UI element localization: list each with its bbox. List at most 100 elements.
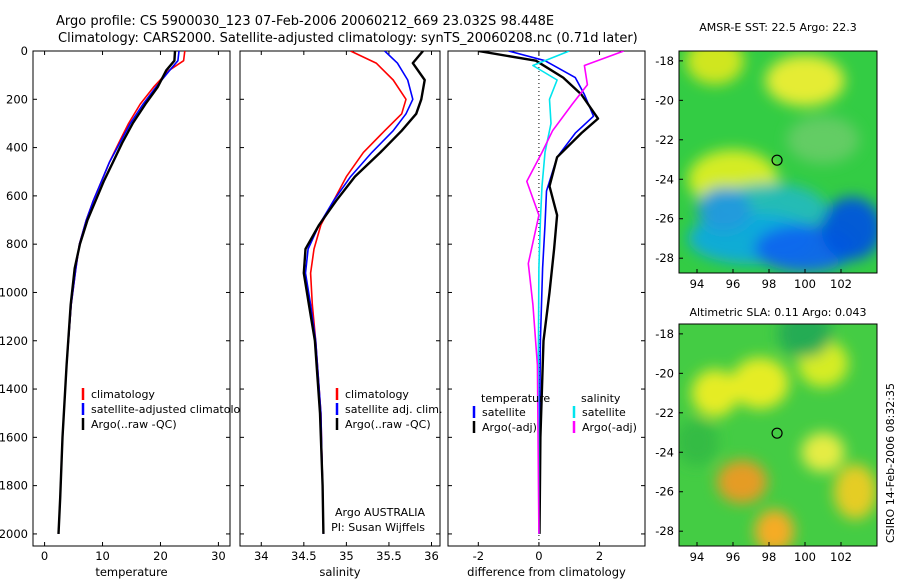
map-lon-label: 100 bbox=[794, 550, 816, 564]
x-axis-label: temperature bbox=[95, 565, 167, 579]
sla-map: 94 96 98 100 102 -18 -20 -22 -24 -26 -28 bbox=[655, 323, 878, 564]
map-lon-label: 98 bbox=[762, 550, 777, 564]
sst-map-title: AMSR-E SST: 22.5 Argo: 22.3 bbox=[699, 21, 857, 34]
map-color-patch bbox=[716, 460, 768, 504]
sst-map: 94 96 98 100 102 -18 -20 -22 -24 -26 -28 bbox=[655, 50, 878, 291]
map-color-patch bbox=[697, 187, 751, 231]
map-lon-label: 100 bbox=[794, 277, 816, 291]
argo-provider-label: Argo AUSTRALIA bbox=[335, 506, 425, 519]
argo-pi-label: PI: Susan Wijffels bbox=[331, 521, 425, 534]
map-lat-label: -18 bbox=[655, 54, 674, 68]
y-tick-label: 1000 bbox=[0, 285, 28, 299]
map-lat-label: -24 bbox=[655, 172, 674, 186]
map-color-patch bbox=[686, 51, 744, 85]
map-lat-label: -20 bbox=[655, 93, 674, 107]
map-color-patch bbox=[778, 324, 832, 358]
x-axis-label: salinity bbox=[319, 565, 360, 579]
map-color-patch bbox=[731, 357, 789, 409]
map-lat-label: -26 bbox=[655, 212, 674, 226]
map-color-patch bbox=[787, 116, 859, 164]
plot-frame bbox=[32, 50, 231, 547]
map-color-patch bbox=[754, 509, 795, 546]
map-lat-label: -18 bbox=[655, 327, 674, 341]
y-tick-label: 1600 bbox=[0, 430, 28, 444]
figure-title-line2: Climatology: CARS2000. Satellite-adjuste… bbox=[58, 31, 638, 46]
y-tick-label: 2000 bbox=[0, 527, 28, 541]
figure-title-line1: Argo profile: CS 5900030_123 07-Feb-2006… bbox=[56, 14, 554, 29]
csiro-timestamp: CSIRO 14-Feb-2006 08:32:35 bbox=[884, 383, 897, 543]
x-tick-label: 30 bbox=[211, 549, 226, 563]
map-lat-label: -28 bbox=[655, 524, 674, 538]
map-lon-label: 102 bbox=[830, 550, 852, 564]
map-color-patch bbox=[765, 54, 845, 107]
x-tick-label: 34 bbox=[254, 549, 269, 563]
map-frame bbox=[678, 50, 878, 274]
map-color-patch bbox=[801, 432, 845, 472]
difference-profile-panel: -2 0 2 difference from climatology temperatu… bbox=[447, 50, 646, 579]
map-lon-label: 94 bbox=[690, 550, 705, 564]
sla-map-title: Altimetric SLA: 0.11 Argo: 0.043 bbox=[689, 306, 866, 319]
map-lat-label: -24 bbox=[655, 445, 674, 459]
map-color-patch bbox=[833, 464, 877, 520]
legend-label: satellite-adjusted climatology bbox=[91, 403, 254, 416]
map-lon-label: 96 bbox=[726, 277, 741, 291]
map-color-patch bbox=[691, 369, 739, 417]
map-lon-label: 94 bbox=[690, 277, 705, 291]
y-tick-label: 1800 bbox=[0, 479, 28, 493]
x-tick-label: 20 bbox=[153, 549, 168, 563]
series-line-argo-raw-qc- bbox=[302, 51, 426, 534]
legend-label: Argo(..raw -QC) bbox=[91, 418, 177, 431]
x-tick-label: 35 bbox=[339, 549, 354, 563]
map-field bbox=[679, 324, 877, 546]
argo-float-marker bbox=[771, 427, 783, 439]
legend-label: climatology bbox=[345, 388, 409, 401]
series-line-salinity-argo-adj- bbox=[525, 51, 625, 534]
legend-label: climatology bbox=[91, 388, 155, 401]
map-frame bbox=[678, 323, 878, 547]
map-field bbox=[679, 51, 877, 273]
y-tick-label: 1400 bbox=[0, 382, 28, 396]
map-color-patch bbox=[679, 418, 719, 467]
legend-title-temperature: temperature bbox=[481, 392, 550, 405]
map-lon-label: 102 bbox=[830, 277, 852, 291]
x-tick-label: -2 bbox=[473, 549, 484, 563]
plot-frame bbox=[239, 50, 441, 547]
temperature-profile-panel: 0 10 20 30 0 200 400 600 800 1000 1200 1400 1600 1800… bbox=[0, 44, 254, 579]
map-color-patch bbox=[821, 197, 877, 261]
y-tick-label: 600 bbox=[6, 189, 28, 203]
argo-float-marker bbox=[771, 154, 783, 166]
series-line-argo-raw-qc- bbox=[57, 51, 177, 534]
y-tick-label: 400 bbox=[6, 141, 28, 155]
map-lat-label: -22 bbox=[655, 133, 674, 147]
map-lon-label: 96 bbox=[726, 550, 741, 564]
x-tick-label: 35.5 bbox=[376, 549, 402, 563]
legend-title-salinity: salinity bbox=[581, 392, 621, 405]
legend-label: satellite adj. clim. bbox=[345, 403, 442, 416]
legend-label: Argo(-adj) bbox=[582, 421, 637, 434]
y-tick-label: 1200 bbox=[0, 334, 28, 348]
legend-label: Argo(-adj) bbox=[482, 421, 537, 434]
x-axis-label: difference from climatology bbox=[467, 565, 626, 579]
series-line-salinity-satellite bbox=[532, 51, 570, 534]
y-tick-label: 200 bbox=[6, 92, 28, 106]
map-lat-label: -20 bbox=[655, 366, 674, 380]
x-tick-label: 0 bbox=[535, 549, 542, 563]
x-tick-label: 34.5 bbox=[291, 549, 317, 563]
map-lat-label: -22 bbox=[655, 406, 674, 420]
map-lon-label: 98 bbox=[762, 277, 777, 291]
legend-label: satellite bbox=[482, 406, 526, 419]
x-tick-label: 2 bbox=[596, 549, 603, 563]
x-tick-label: 0 bbox=[41, 549, 48, 563]
legend-label: Argo(..raw -QC) bbox=[345, 418, 431, 431]
map-lat-label: -26 bbox=[655, 485, 674, 499]
map-lat-label: -28 bbox=[655, 251, 674, 265]
salinity-profile-panel: 34 34.5 35 35.5 36 salinity climatology satelli… bbox=[239, 50, 442, 579]
x-tick-label: 36 bbox=[424, 549, 439, 563]
y-tick-label: 0 bbox=[21, 44, 28, 58]
legend-label: satellite bbox=[582, 406, 626, 419]
plot-frame bbox=[447, 50, 646, 547]
series-line-temperature-argo-adj- bbox=[478, 51, 600, 534]
y-tick-label: 800 bbox=[6, 237, 28, 251]
x-tick-label: 10 bbox=[95, 549, 110, 563]
